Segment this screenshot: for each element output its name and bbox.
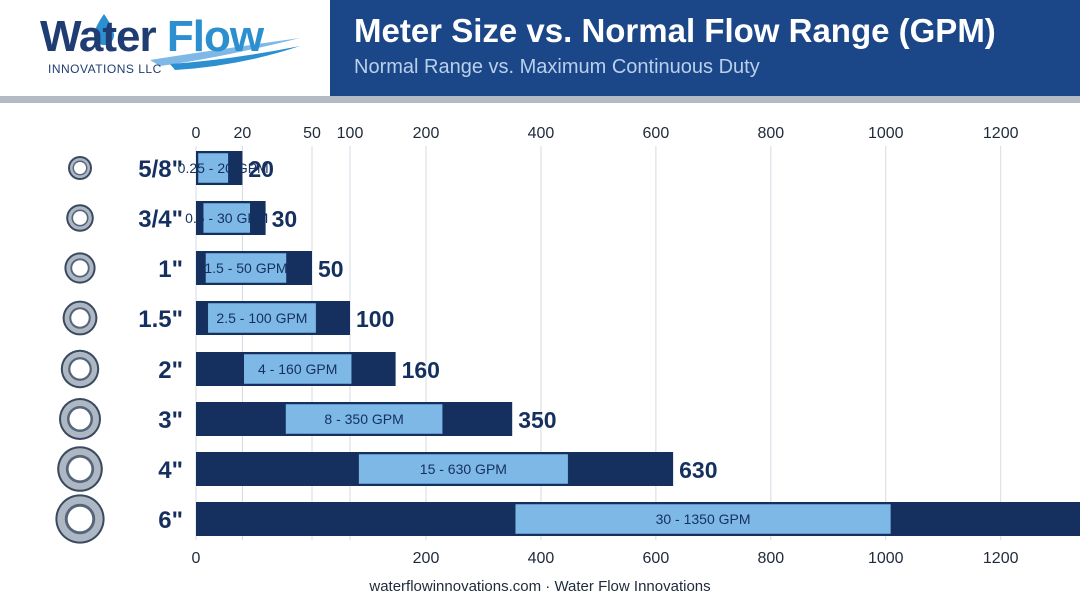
x-tick-label-bottom: 1200 (983, 550, 1019, 567)
x-tick-label-bottom: 600 (643, 550, 670, 567)
category-label: 4" (158, 457, 183, 484)
x-tick-label-top: 1200 (983, 125, 1019, 142)
normal-range-bar (285, 403, 443, 435)
x-tick-label-bottom: 200 (413, 550, 440, 567)
normal-range-bar (202, 202, 251, 234)
normal-range-label: 15 - 630 GPM (420, 461, 507, 477)
x-tick-label-top: 0 (192, 125, 201, 142)
pipe-ring-icon (55, 494, 105, 544)
normal-range-label: 2.5 - 100 GPM (216, 310, 307, 326)
x-tick-label-bottom: 0 (192, 550, 201, 567)
normal-range-label: 1.5 - 50 GPM (204, 260, 287, 276)
max-value-label: 20 (248, 156, 274, 182)
category-label: 2" (158, 357, 183, 384)
x-tick-label-top: 800 (757, 125, 784, 142)
normal-range-label: 30 - 1350 GPM (656, 511, 751, 527)
logo-panel: Water Flow INNOVATIONS LLC (0, 0, 330, 96)
chart-title: Meter Size vs. Normal Flow Range (GPM) (354, 12, 996, 49)
bar-chart: 0205010020040060080010001200140002004006… (55, 125, 1080, 567)
water-drop-logo-icon (94, 14, 300, 70)
logo-tagline: INNOVATIONS LLC (48, 62, 162, 76)
normal-range-bar (514, 503, 892, 535)
pipe-ring-icon (60, 349, 100, 389)
category-label: 5/8" (138, 156, 183, 183)
chart-subtitle: Normal Range vs. Maximum Continuous Duty (354, 56, 760, 78)
pipe-ring-icon (62, 300, 98, 336)
header-banner: Meter Size vs. Normal Flow Range (GPM) N… (330, 0, 1080, 96)
x-tick-label-top: 100 (337, 125, 364, 142)
max-value-label: 30 (272, 206, 298, 232)
x-tick-label-top: 20 (234, 125, 252, 142)
x-tick-label-bottom: 400 (528, 550, 555, 567)
normal-range-label: 4 - 160 GPM (258, 361, 337, 377)
max-value-label: 100 (356, 306, 394, 332)
logo-wordmark: Water Flow (40, 12, 264, 62)
x-tick-label-bottom: 800 (757, 550, 784, 567)
x-tick-label-top: 50 (303, 125, 321, 142)
category-label: 6" (158, 507, 183, 534)
max-value-label: 350 (518, 407, 556, 433)
max-value-label: 50 (318, 256, 344, 282)
x-tick-label-top: 400 (528, 125, 555, 142)
category-label: 3" (158, 407, 183, 434)
x-tick-label-bottom: 1000 (868, 550, 904, 567)
category-label: 3/4" (138, 206, 183, 233)
normal-range-label: 0.25 - 20 GPM (178, 160, 269, 176)
category-label: 1" (158, 256, 183, 283)
x-tick-label-top: 200 (413, 125, 440, 142)
normal-range-label: 8 - 350 GPM (324, 411, 403, 427)
normal-range-bar (243, 353, 352, 385)
pipe-ring-icon (57, 446, 103, 492)
pipe-ring-icon (66, 204, 94, 232)
x-tick-label-top: 1000 (868, 125, 904, 142)
pipe-ring-icon (64, 252, 96, 284)
category-label: 1.5" (138, 306, 183, 333)
logo-name-part1: Water (40, 12, 157, 61)
pipe-ring-icon (68, 156, 92, 180)
max-value-label: 630 (679, 457, 717, 483)
normal-range-bar (205, 252, 287, 284)
logo-name-part2: Flow (166, 12, 264, 61)
pipe-ring-icon (59, 398, 101, 440)
max-value-label: 160 (402, 357, 440, 383)
normal-range-bar (197, 152, 229, 184)
footer-credit: waterflowinnovations.com · Water Flow In… (369, 578, 711, 595)
normal-range-label: 0.5 - 30 GPM (185, 210, 268, 226)
normal-range-bar (207, 302, 317, 334)
normal-range-bar (358, 453, 569, 485)
header-divider (0, 96, 1080, 103)
x-tick-label-top: 600 (643, 125, 670, 142)
